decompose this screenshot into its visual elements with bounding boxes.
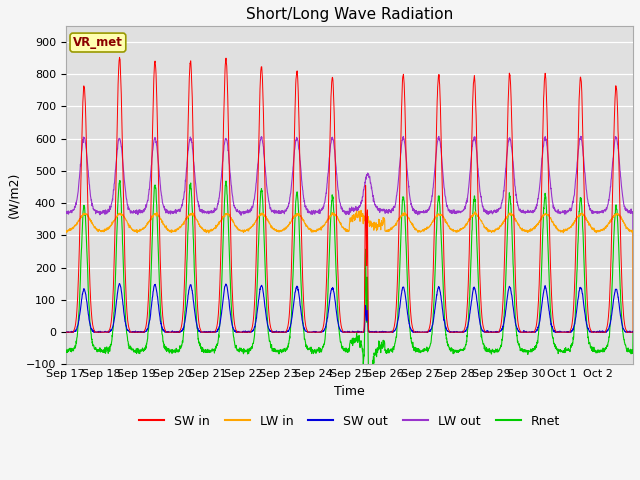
Text: VR_met: VR_met xyxy=(73,36,123,49)
Y-axis label: (W/m2): (W/m2) xyxy=(7,172,20,218)
Title: Short/Long Wave Radiation: Short/Long Wave Radiation xyxy=(246,7,453,22)
X-axis label: Time: Time xyxy=(334,385,365,398)
Legend: SW in, LW in, SW out, LW out, Rnet: SW in, LW in, SW out, LW out, Rnet xyxy=(134,409,565,432)
